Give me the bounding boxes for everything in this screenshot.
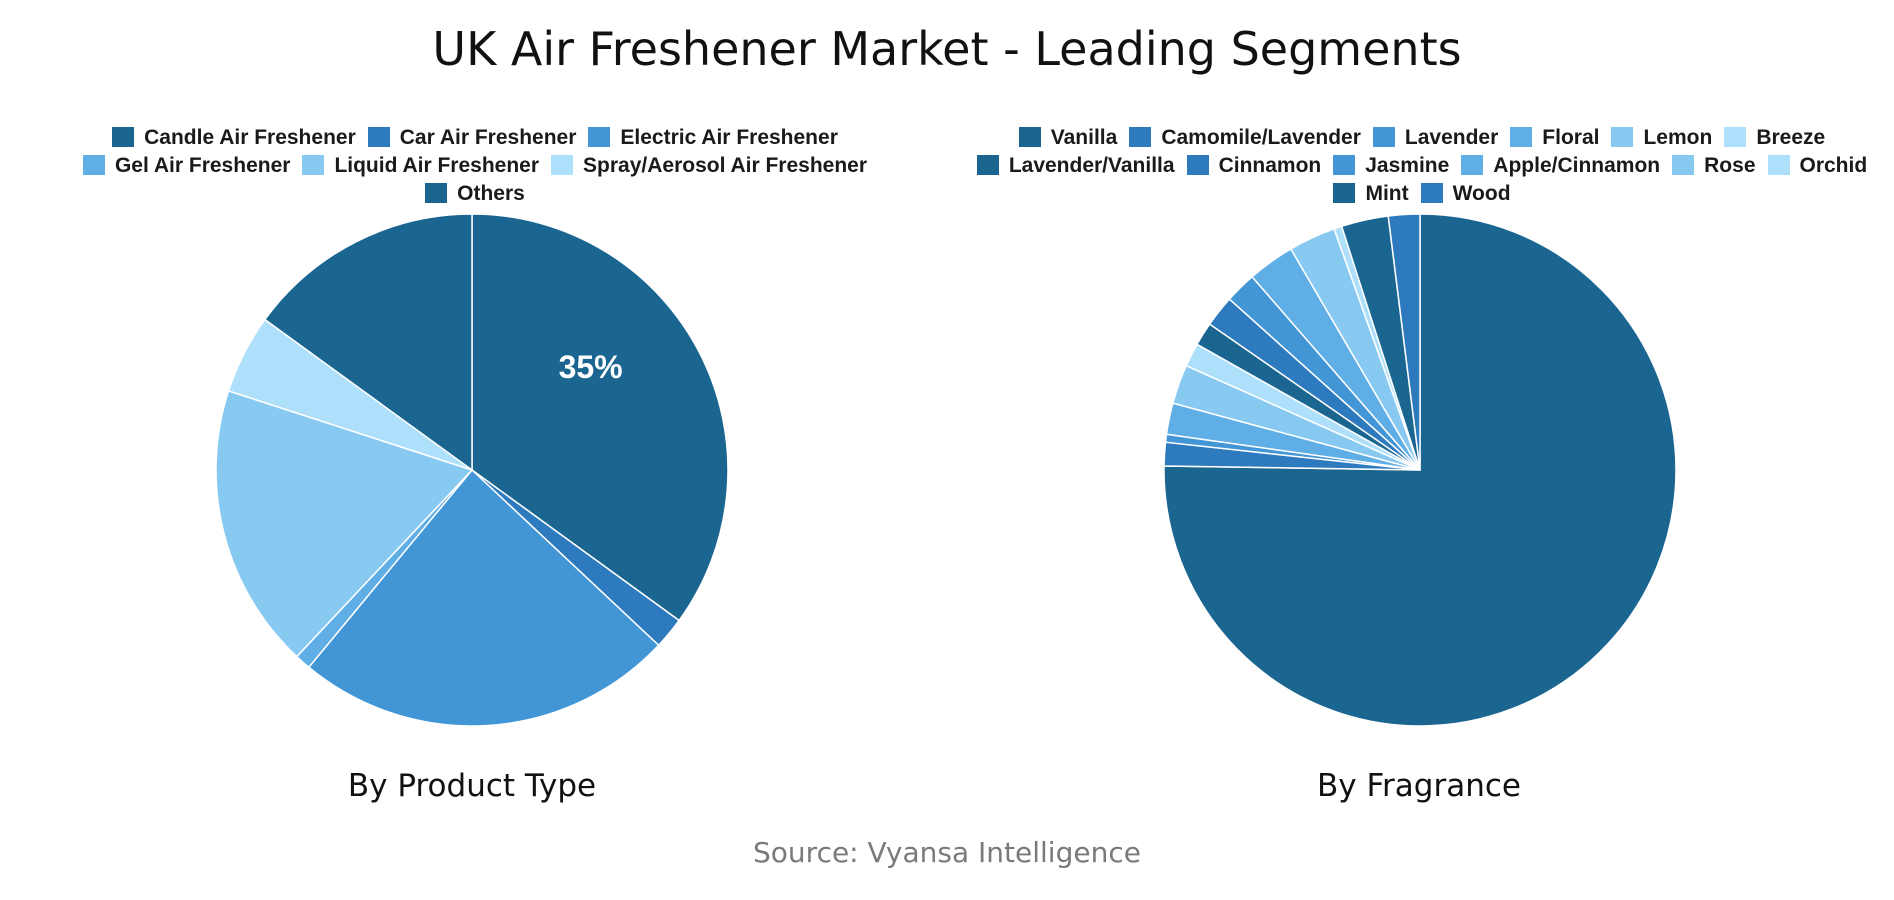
legend-label: Floral xyxy=(1542,126,1600,149)
legend-swatch xyxy=(1333,155,1356,175)
legend-item: Cinnamon xyxy=(1186,152,1322,180)
legend-label: Breeze xyxy=(1756,126,1826,149)
legend-swatch xyxy=(367,127,390,147)
legend-item: Car Air Freshener xyxy=(367,124,577,152)
legend-swatch xyxy=(1372,127,1395,147)
pie-slice xyxy=(263,213,473,472)
legend-product-type: Candle Air Freshener Car Air Freshener Ele… xyxy=(40,124,910,208)
legend-swatch xyxy=(976,155,999,175)
source-note: Source: Vyansa Intelligence xyxy=(753,836,1141,869)
legend-label: Electric Air Freshener xyxy=(620,126,838,149)
legend-label: Candle Air Freshener xyxy=(144,126,356,149)
legend-label: Spray/Aerosol Air Freshener xyxy=(583,154,868,177)
legend-item: Mint xyxy=(1333,180,1409,208)
legend-item: Lemon xyxy=(1611,124,1712,152)
legend-item: Lavender xyxy=(1372,124,1499,152)
slice-data-label: 35% xyxy=(559,349,623,385)
legend-item: Orchid xyxy=(1767,152,1868,180)
legend-swatch xyxy=(588,127,611,147)
legend-item: Rose xyxy=(1672,152,1756,180)
legend-item: Wood xyxy=(1420,180,1511,208)
legend-swatch xyxy=(302,155,325,175)
legend-swatch xyxy=(1420,183,1443,203)
legend-label: Gel Air Freshener xyxy=(114,154,291,177)
pie-charts: 35% xyxy=(215,213,1677,727)
subtitle-product-type: By Product Type xyxy=(347,768,597,804)
legend-label: Vanilla xyxy=(1050,126,1118,149)
legend-swatch xyxy=(1333,183,1356,203)
subtitle-fragrance: By Fragrance xyxy=(1317,768,1521,804)
legend-item: Camomile/Lavender xyxy=(1129,124,1361,152)
legend-item: Breeze xyxy=(1724,124,1825,152)
pie-slice xyxy=(471,213,729,622)
legend-swatch xyxy=(425,183,448,203)
legend-label: Liquid Air Freshener xyxy=(334,154,540,177)
pie-slice xyxy=(1163,213,1677,727)
legend-swatch xyxy=(1129,127,1152,147)
legend-swatch xyxy=(1672,155,1695,175)
legend-fragrance: Vanilla Camomile/Lavender Lavender Floral Le… xyxy=(950,124,1894,208)
pie-slice xyxy=(307,468,660,727)
legend-item: Spray/Aerosol Air Freshener xyxy=(551,152,867,180)
legend-label: Jasmine xyxy=(1365,154,1450,177)
legend-swatch xyxy=(551,155,574,175)
pie-slice xyxy=(215,389,474,658)
legend-item: Lavender/Vanilla xyxy=(976,152,1175,180)
legend-label: Wood xyxy=(1452,182,1511,205)
legend-item: Floral xyxy=(1510,124,1599,152)
legend-swatch xyxy=(1186,155,1209,175)
legend-item: Liquid Air Freshener xyxy=(302,152,539,180)
legend-label: Others xyxy=(457,182,525,205)
legend-label: Rose xyxy=(1704,154,1756,177)
legend-swatch xyxy=(1767,155,1790,175)
legend-swatch xyxy=(1611,127,1634,147)
pie-slice xyxy=(1387,213,1421,471)
legend-swatch xyxy=(1724,127,1747,147)
legend-label: Apple/Cinnamon xyxy=(1493,154,1661,177)
legend-label: Lavender xyxy=(1404,126,1499,149)
legend-label: Orchid xyxy=(1799,154,1868,177)
legend-item: Vanilla xyxy=(1018,124,1118,152)
legend-label: Camomile/Lavender xyxy=(1161,126,1361,149)
legend-label: Cinnamon xyxy=(1218,154,1322,177)
legend-item: Candle Air Freshener xyxy=(112,124,356,152)
legend-label: Mint xyxy=(1365,182,1409,205)
legend-item: Apple/Cinnamon xyxy=(1461,152,1660,180)
legend-item: Gel Air Freshener xyxy=(82,152,291,180)
legend-label: Lavender/Vanilla xyxy=(1008,154,1175,177)
legend-item: Electric Air Freshener xyxy=(588,124,838,152)
legend-swatch xyxy=(82,155,105,175)
chart-title: UK Air Freshener Market - Leading Segmen… xyxy=(432,22,1462,76)
legend-swatch xyxy=(112,127,135,147)
legend-item: Jasmine xyxy=(1333,152,1449,180)
legend-label: Lemon xyxy=(1643,126,1713,149)
legend-label: Car Air Freshener xyxy=(399,126,577,149)
legend-swatch xyxy=(1461,155,1484,175)
legend-item: Others xyxy=(425,180,525,208)
legend-swatch xyxy=(1510,127,1533,147)
legend-swatch xyxy=(1018,127,1041,147)
